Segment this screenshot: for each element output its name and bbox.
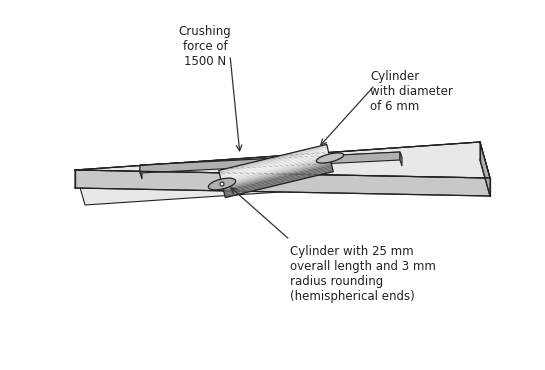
Polygon shape [222, 158, 330, 185]
Polygon shape [221, 154, 329, 181]
Text: Crushing
force of
1500 N: Crushing force of 1500 N [179, 25, 232, 68]
Polygon shape [75, 170, 490, 196]
Polygon shape [223, 161, 331, 188]
Ellipse shape [316, 153, 344, 163]
Polygon shape [480, 142, 490, 196]
Polygon shape [221, 155, 330, 183]
Polygon shape [222, 157, 330, 184]
Polygon shape [220, 147, 328, 175]
Polygon shape [220, 151, 329, 179]
Polygon shape [140, 152, 400, 173]
Polygon shape [75, 142, 490, 205]
Polygon shape [225, 169, 333, 196]
Polygon shape [224, 166, 332, 194]
Polygon shape [140, 165, 142, 179]
Polygon shape [225, 168, 332, 195]
Polygon shape [225, 170, 334, 198]
Polygon shape [222, 159, 331, 187]
Polygon shape [140, 152, 402, 171]
Ellipse shape [208, 178, 235, 190]
Polygon shape [223, 165, 332, 192]
Polygon shape [219, 144, 327, 172]
Polygon shape [220, 150, 328, 177]
Text: Cylinder
with diameter
of 6 mm: Cylinder with diameter of 6 mm [370, 70, 453, 113]
Polygon shape [220, 148, 328, 176]
Polygon shape [219, 146, 328, 173]
Polygon shape [223, 164, 332, 191]
Ellipse shape [220, 182, 224, 186]
Polygon shape [221, 152, 329, 180]
Polygon shape [223, 162, 331, 189]
Text: Cylinder with 25 mm
overall length and 3 mm
radius rounding
(hemispherical ends): Cylinder with 25 mm overall length and 3… [290, 245, 436, 303]
Polygon shape [400, 152, 402, 166]
